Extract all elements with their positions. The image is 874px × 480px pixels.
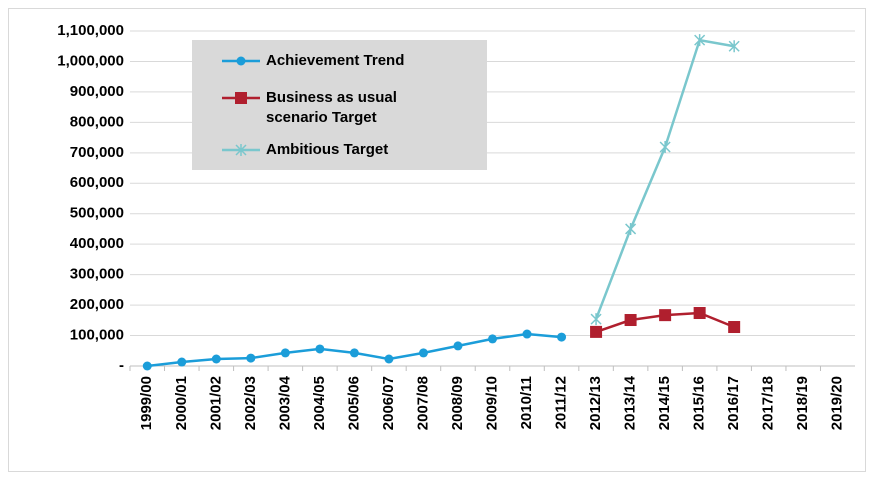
- x-tick-label: 2010/11: [518, 376, 535, 429]
- x-tick-label: 2015/16: [691, 376, 708, 430]
- y-tick-label: 1,100,000: [57, 22, 124, 39]
- point: [488, 334, 497, 344]
- point: [625, 222, 637, 235]
- x-tick-label: 2019/20: [829, 376, 846, 430]
- x-tick-label: 2008/09: [449, 376, 466, 430]
- point: [349, 348, 359, 358]
- point: [142, 361, 152, 371]
- point: [315, 344, 325, 354]
- y-tick-label: 800,000: [70, 113, 124, 130]
- point: [236, 56, 246, 66]
- y-tick-label: 300,000: [70, 266, 124, 283]
- point: [280, 348, 290, 358]
- point: [235, 92, 247, 104]
- x-tick-label: 2001/02: [207, 376, 224, 430]
- x-tick-label: 2016/17: [725, 376, 742, 430]
- legend-label: Business as usual scenario Target: [266, 89, 397, 126]
- point: [659, 141, 671, 154]
- point: [693, 307, 706, 320]
- x-tick-label: 2003/04: [276, 375, 293, 430]
- x-tick-label: 1999/00: [138, 376, 155, 430]
- point: [418, 348, 428, 358]
- point: [728, 40, 740, 53]
- y-tick-label: 1,000,000: [57, 52, 124, 69]
- point: [728, 321, 741, 334]
- x-tick-label: 2004/05: [311, 376, 328, 430]
- point: [384, 354, 394, 364]
- legend: Achievement Trend Business as usual scenar…: [192, 40, 487, 170]
- x-tick-label: 2014/15: [656, 376, 673, 430]
- legend-label: Ambitious Target: [266, 141, 388, 158]
- point: [246, 353, 256, 363]
- legend-label: Achievement Trend: [266, 52, 404, 69]
- point: [624, 314, 637, 327]
- x-tick-label: 2007/08: [414, 376, 431, 430]
- point: [211, 354, 221, 364]
- x-tick-label: 2013/14: [622, 375, 639, 430]
- point: [522, 329, 532, 339]
- point: [694, 34, 706, 47]
- point: [235, 144, 247, 156]
- point: [659, 309, 672, 322]
- point: [453, 341, 463, 351]
- y-tick-label: -: [119, 357, 124, 374]
- x-tick-label: 2005/06: [345, 376, 362, 430]
- x-tick-label: 2012/13: [587, 376, 604, 430]
- point: [557, 332, 567, 342]
- point: [590, 325, 603, 338]
- x-tick-label: 2017/18: [760, 376, 777, 430]
- y-tick-label: 500,000: [70, 205, 124, 222]
- x-tick-label: 2011/12: [553, 376, 570, 429]
- x-tick-label: 2002/03: [242, 376, 259, 430]
- y-tick-label: 400,000: [70, 235, 124, 252]
- x-tick-label: 2006/07: [380, 376, 397, 430]
- y-tick-label: 600,000: [70, 174, 124, 191]
- x-tick-label: 2009/10: [483, 376, 500, 430]
- y-tick-label: 100,000: [70, 327, 124, 344]
- x-tick-label: 2018/19: [794, 376, 811, 430]
- point: [177, 357, 187, 367]
- x-tick-label: 2000/01: [173, 376, 190, 430]
- y-tick-label: 900,000: [70, 83, 124, 100]
- y-tick-label: 200,000: [70, 296, 124, 313]
- point: [590, 313, 602, 326]
- y-tick-label: 700,000: [70, 144, 124, 161]
